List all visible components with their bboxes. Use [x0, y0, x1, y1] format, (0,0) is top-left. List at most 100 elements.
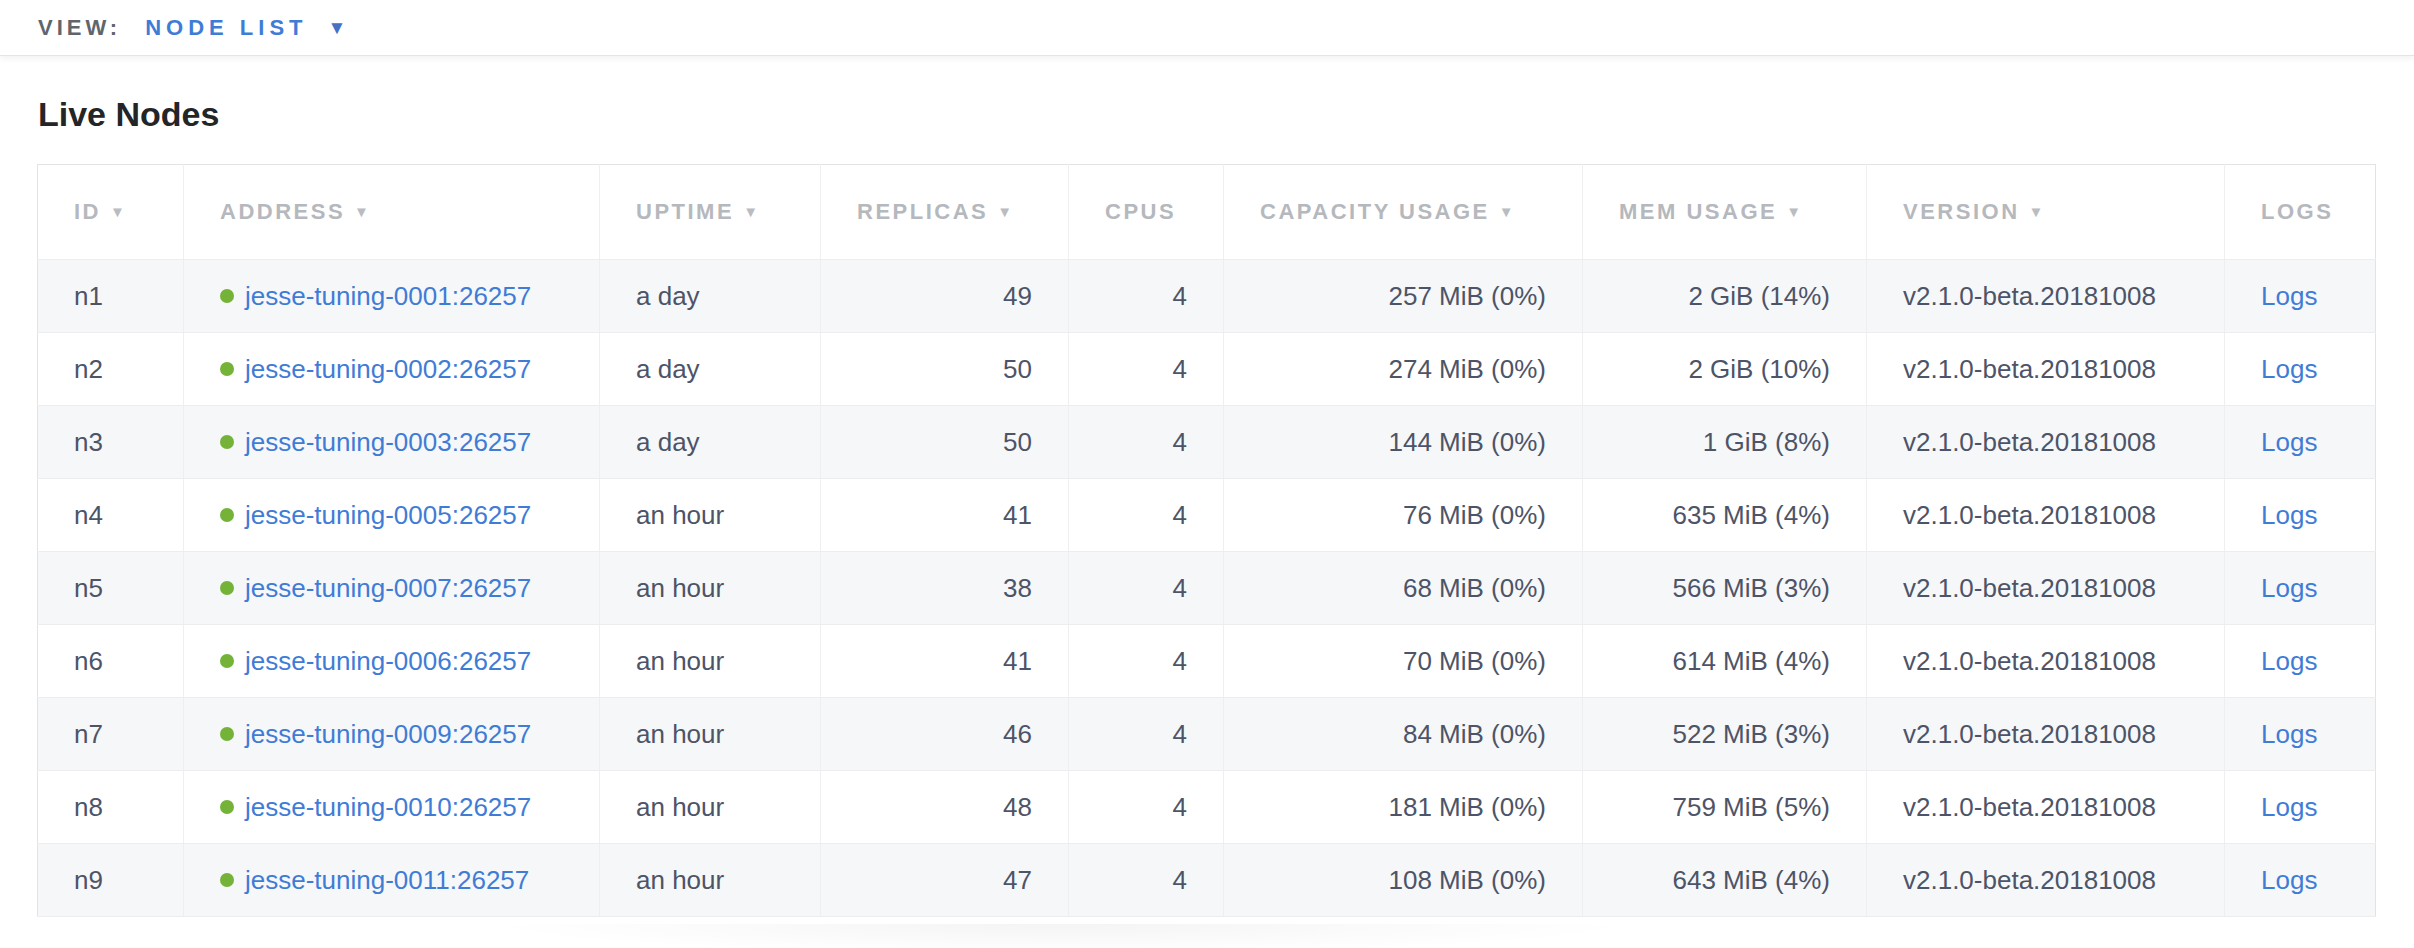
logs-link[interactable]: Logs — [2261, 354, 2317, 384]
node-logs-cell: Logs — [2225, 479, 2376, 552]
node-uptime: an hour — [600, 552, 821, 625]
table-header-row: ID▼ ADDRESS▼ UPTIME▼ REPLICAS▼ CPUS CAPA… — [38, 165, 2376, 260]
main-content: Live Nodes ID▼ ADDRESS▼ UPTIME▼ REPLICAS… — [0, 93, 2414, 917]
node-address-link[interactable]: jesse-tuning-0009:26257 — [245, 719, 531, 749]
column-header-mem-usage[interactable]: MEM USAGE▼ — [1583, 165, 1867, 260]
node-address-cell: jesse-tuning-0010:26257 — [184, 771, 600, 844]
node-mem-usage: 635 MiB (4%) — [1583, 479, 1867, 552]
sort-desc-icon: ▼ — [743, 203, 758, 220]
node-id: n6 — [38, 625, 184, 698]
node-version: v2.1.0-beta.20181008 — [1867, 771, 2225, 844]
node-address-link[interactable]: jesse-tuning-0006:26257 — [245, 646, 531, 676]
node-cpus: 4 — [1069, 844, 1224, 917]
node-version: v2.1.0-beta.20181008 — [1867, 844, 2225, 917]
node-replicas: 38 — [821, 552, 1069, 625]
node-mem-usage: 643 MiB (4%) — [1583, 844, 1867, 917]
node-cpus: 4 — [1069, 771, 1224, 844]
node-capacity-usage: 144 MiB (0%) — [1224, 406, 1583, 479]
node-logs-cell: Logs — [2225, 552, 2376, 625]
node-address-link[interactable]: jesse-tuning-0005:26257 — [245, 500, 531, 530]
column-header-capacity-usage[interactable]: CAPACITY USAGE▼ — [1224, 165, 1583, 260]
node-mem-usage: 759 MiB (5%) — [1583, 771, 1867, 844]
column-header-id[interactable]: ID▼ — [38, 165, 184, 260]
sort-desc-icon: ▼ — [110, 203, 125, 220]
node-uptime: an hour — [600, 698, 821, 771]
table-row: n1 jesse-tuning-0001:26257 a day 49 4 25… — [38, 260, 2376, 333]
node-id: n1 — [38, 260, 184, 333]
table-row: n6 jesse-tuning-0006:26257 an hour 41 4 … — [38, 625, 2376, 698]
node-capacity-usage: 274 MiB (0%) — [1224, 333, 1583, 406]
node-logs-cell: Logs — [2225, 771, 2376, 844]
node-replicas: 41 — [821, 479, 1069, 552]
node-address-cell: jesse-tuning-0003:26257 — [184, 406, 600, 479]
node-address-cell: jesse-tuning-0009:26257 — [184, 698, 600, 771]
node-logs-cell: Logs — [2225, 406, 2376, 479]
node-uptime: a day — [600, 406, 821, 479]
logs-link[interactable]: Logs — [2261, 427, 2317, 457]
table-row: n8 jesse-tuning-0010:26257 an hour 48 4 … — [38, 771, 2376, 844]
node-logs-cell: Logs — [2225, 625, 2376, 698]
node-replicas: 49 — [821, 260, 1069, 333]
node-status-dot-icon — [220, 362, 234, 376]
logs-link[interactable]: Logs — [2261, 281, 2317, 311]
column-header-version[interactable]: VERSION▼ — [1867, 165, 2225, 260]
node-version: v2.1.0-beta.20181008 — [1867, 406, 2225, 479]
table-row: n9 jesse-tuning-0011:26257 an hour 47 4 … — [38, 844, 2376, 917]
node-uptime: an hour — [600, 625, 821, 698]
node-id: n8 — [38, 771, 184, 844]
node-logs-cell: Logs — [2225, 844, 2376, 917]
node-address-link[interactable]: jesse-tuning-0011:26257 — [245, 865, 529, 895]
node-replicas: 47 — [821, 844, 1069, 917]
node-uptime: an hour — [600, 844, 821, 917]
node-address-link[interactable]: jesse-tuning-0003:26257 — [245, 427, 531, 457]
node-version: v2.1.0-beta.20181008 — [1867, 333, 2225, 406]
node-status-dot-icon — [220, 435, 234, 449]
node-address-cell: jesse-tuning-0005:26257 — [184, 479, 600, 552]
node-mem-usage: 2 GiB (10%) — [1583, 333, 1867, 406]
node-version: v2.1.0-beta.20181008 — [1867, 479, 2225, 552]
node-address-link[interactable]: jesse-tuning-0007:26257 — [245, 573, 531, 603]
node-logs-cell: Logs — [2225, 333, 2376, 406]
logs-link[interactable]: Logs — [2261, 719, 2317, 749]
node-status-dot-icon — [220, 508, 234, 522]
node-cpus: 4 — [1069, 625, 1224, 698]
view-bar: VIEW: NODE LIST ▼ — [0, 0, 2414, 56]
view-dropdown[interactable]: NODE LIST ▼ — [145, 15, 346, 41]
node-address-link[interactable]: jesse-tuning-0010:26257 — [245, 792, 531, 822]
sort-desc-icon: ▼ — [1499, 203, 1514, 220]
sort-desc-icon: ▼ — [1786, 203, 1801, 220]
logs-link[interactable]: Logs — [2261, 646, 2317, 676]
logs-link[interactable]: Logs — [2261, 573, 2317, 603]
node-replicas: 48 — [821, 771, 1069, 844]
column-header-uptime[interactable]: UPTIME▼ — [600, 165, 821, 260]
node-id: n4 — [38, 479, 184, 552]
node-address-link[interactable]: jesse-tuning-0001:26257 — [245, 281, 531, 311]
node-cpus: 4 — [1069, 260, 1224, 333]
column-header-replicas[interactable]: REPLICAS▼ — [821, 165, 1069, 260]
node-mem-usage: 614 MiB (4%) — [1583, 625, 1867, 698]
node-replicas: 50 — [821, 406, 1069, 479]
node-version: v2.1.0-beta.20181008 — [1867, 552, 2225, 625]
node-cpus: 4 — [1069, 552, 1224, 625]
logs-link[interactable]: Logs — [2261, 865, 2317, 895]
view-dropdown-value: NODE LIST — [145, 15, 307, 41]
node-status-dot-icon — [220, 581, 234, 595]
node-capacity-usage: 70 MiB (0%) — [1224, 625, 1583, 698]
page-title: Live Nodes — [38, 93, 2377, 135]
node-id: n2 — [38, 333, 184, 406]
table-row: n5 jesse-tuning-0007:26257 an hour 38 4 … — [38, 552, 2376, 625]
column-header-address[interactable]: ADDRESS▼ — [184, 165, 600, 260]
sort-desc-icon: ▼ — [997, 203, 1012, 220]
dropdown-caret-icon: ▼ — [328, 18, 347, 37]
node-version: v2.1.0-beta.20181008 — [1867, 260, 2225, 333]
node-replicas: 46 — [821, 698, 1069, 771]
logs-link[interactable]: Logs — [2261, 500, 2317, 530]
column-header-cpus: CPUS — [1069, 165, 1224, 260]
node-address-link[interactable]: jesse-tuning-0002:26257 — [245, 354, 531, 384]
sort-desc-icon: ▼ — [2029, 203, 2044, 220]
node-uptime: an hour — [600, 771, 821, 844]
column-header-logs: LOGS — [2225, 165, 2376, 260]
node-logs-cell: Logs — [2225, 260, 2376, 333]
logs-link[interactable]: Logs — [2261, 792, 2317, 822]
node-mem-usage: 1 GiB (8%) — [1583, 406, 1867, 479]
